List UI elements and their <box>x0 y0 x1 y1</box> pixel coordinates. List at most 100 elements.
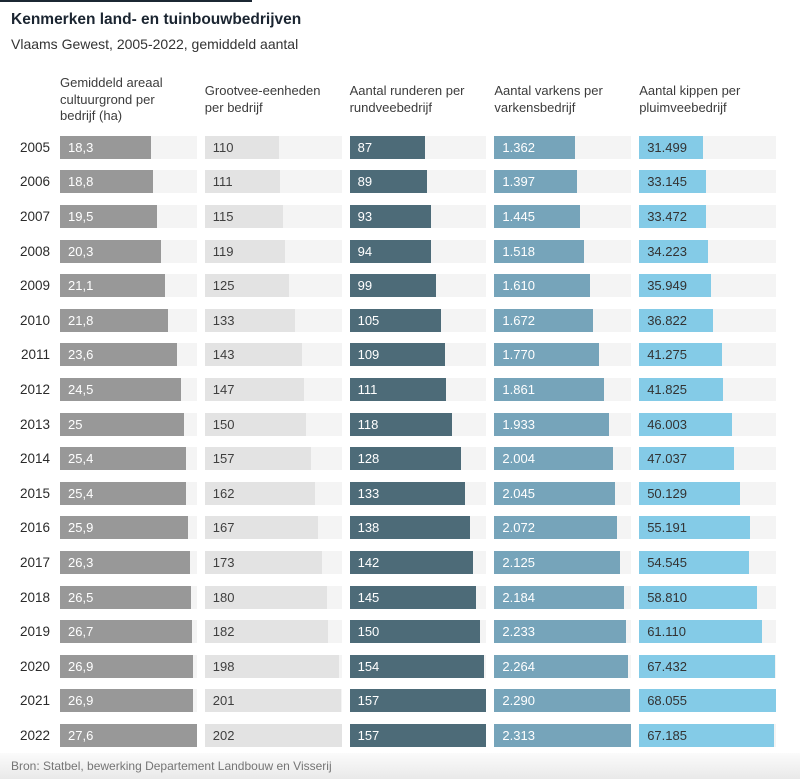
kippen-bar-track: 47.037 <box>639 447 776 471</box>
varkens-bar-value: 2.264 <box>502 658 535 674</box>
top-rule <box>0 0 252 3</box>
areaal-bar: 27,6 <box>60 723 197 747</box>
grootvee-bar-track: 147 <box>204 377 342 401</box>
areaal-bar-value: 18,8 <box>68 174 94 190</box>
varkens-bar-value: 1.610 <box>502 278 535 294</box>
chart-row: 2020 26,9 198 154 2.264 67.432 <box>0 649 800 684</box>
grootvee-bar: 125 <box>204 274 290 298</box>
varkens-bar-track: 2.125 <box>494 550 632 574</box>
chart-row: 2021 26,9 201 157 2.290 68.055 <box>0 684 800 719</box>
kippen-bar-value: 61.110 <box>647 624 686 640</box>
areaal-bar-value: 23,6 <box>68 347 94 363</box>
kippen-bar-value: 33.145 <box>647 174 687 190</box>
runderen-bar-value: 111 <box>357 381 378 397</box>
chart-row: 2017 26,3 173 142 2.125 54.545 <box>0 545 800 580</box>
areaal-bar-value: 20,3 <box>68 243 94 259</box>
areaal-bar-track: 18,8 <box>60 170 197 194</box>
areaal-bar-track: 18,3 <box>60 135 197 159</box>
year-label: 2015 <box>19 485 50 501</box>
grootvee-bar: 201 <box>204 689 341 713</box>
grootvee-bar-track: 202 <box>204 723 342 747</box>
grootvee-bar: 119 <box>204 239 286 263</box>
kippen-bar-value: 67.185 <box>647 727 687 743</box>
areaal-bar: 26,7 <box>60 620 193 644</box>
grootvee-bar-track: 182 <box>204 620 342 644</box>
runderen-bar-value: 145 <box>357 589 380 605</box>
chart-row: 2013 25 150 118 1.933 46.003 <box>0 407 800 442</box>
kippen-bar: 50.129 <box>639 481 740 505</box>
kippen-bar-value: 31.499 <box>647 139 687 155</box>
grootvee-bar-value: 162 <box>212 485 235 501</box>
kippen-bar-value: 67.432 <box>647 658 687 674</box>
kippen-bar-value: 41.825 <box>647 381 687 397</box>
areaal-bar-value: 25,4 <box>68 451 94 467</box>
areaal-bar-track: 19,5 <box>60 204 197 228</box>
grootvee-bar: 180 <box>204 585 327 609</box>
varkens-bar-track: 1.933 <box>494 412 632 436</box>
varkens-bar-track: 1.770 <box>494 343 632 367</box>
kippen-bar: 36.822 <box>639 308 714 332</box>
areaal-bar-value: 26,9 <box>68 658 94 674</box>
grootvee-bar: 167 <box>204 516 318 540</box>
kippen-bar: 46.003 <box>639 412 732 436</box>
grootvee-bar-value: 201 <box>212 693 235 709</box>
chart-row: 2007 19,5 115 93 1.445 33.472 <box>0 199 800 234</box>
grootvee-bar-track: 110 <box>204 135 342 159</box>
varkens-bar-track: 1.672 <box>494 308 632 332</box>
runderen-bar-track: 94 <box>349 239 487 263</box>
areaal-bar-value: 26,9 <box>68 693 94 709</box>
year-label: 2010 <box>19 312 50 328</box>
chart-row: 2009 21,1 125 99 1.610 35.949 <box>0 268 800 303</box>
grootvee-bar: 150 <box>204 412 307 436</box>
areaal-bar: 18,8 <box>60 170 154 194</box>
kippen-bar-track: 35.949 <box>639 274 776 298</box>
runderen-bar: 89 <box>349 170 428 194</box>
areaal-bar-track: 25,9 <box>60 516 197 540</box>
varkens-bar: 1.445 <box>494 204 580 228</box>
varkens-bar-value: 2.290 <box>502 693 535 709</box>
kippen-bar: 58.810 <box>639 585 758 609</box>
runderen-bar: 128 <box>349 447 462 471</box>
runderen-bar: 99 <box>349 274 436 298</box>
grootvee-bar-track: 111 <box>204 170 342 194</box>
varkens-bar-value: 2.125 <box>502 554 535 570</box>
varkens-bar: 1.362 <box>494 135 575 159</box>
grootvee-bar-track: 167 <box>204 516 342 540</box>
runderen-bar-value: 89 <box>357 174 373 190</box>
chart-header: Kenmerken land- en tuinbouwbedrijven Vla… <box>0 2 800 53</box>
runderen-bar-track: 93 <box>349 204 487 228</box>
areaal-bar-track: 25,4 <box>60 447 197 471</box>
runderen-bar-track: 142 <box>349 550 487 574</box>
grootvee-bar-value: 182 <box>212 624 235 640</box>
grootvee-bar: 147 <box>204 377 305 401</box>
grootvee-bar-track: 173 <box>204 550 342 574</box>
runderen-bar-track: 150 <box>349 620 487 644</box>
varkens-bar-value: 2.045 <box>502 485 535 501</box>
areaal-bar-value: 25,4 <box>68 485 94 501</box>
grootvee-bar-value: 167 <box>212 520 235 536</box>
year-label: 2021 <box>19 693 50 709</box>
grootvee-bar: 202 <box>204 723 342 747</box>
varkens-bar-value: 1.770 <box>502 347 535 363</box>
year-label: 2018 <box>19 589 50 605</box>
varkens-bar-value: 1.672 <box>502 312 535 328</box>
varkens-bar-track: 1.445 <box>494 204 632 228</box>
grootvee-bar-track: 157 <box>204 447 342 471</box>
varkens-bar-track: 2.290 <box>494 689 632 713</box>
varkens-bar-track: 1.397 <box>494 170 632 194</box>
varkens-bar: 2.313 <box>494 723 632 747</box>
areaal-bar: 25,4 <box>60 447 186 471</box>
areaal-bar-value: 26,7 <box>68 624 94 640</box>
kippen-bar: 47.037 <box>639 447 734 471</box>
kippen-bar-track: 36.822 <box>639 308 776 332</box>
runderen-bar: 145 <box>349 585 476 609</box>
runderen-bar-track: 89 <box>349 170 487 194</box>
areaal-bar: 20,3 <box>60 239 161 263</box>
grootvee-bar-value: 125 <box>212 278 235 294</box>
year-label: 2013 <box>19 416 50 432</box>
runderen-bar: 111 <box>349 377 447 401</box>
source-footer: Bron: Statbel, bewerking Departement Lan… <box>0 752 800 779</box>
grootvee-bar-track: 143 <box>204 343 342 367</box>
runderen-bar-value: 128 <box>357 451 380 467</box>
kippen-bar-track: 41.275 <box>639 343 776 367</box>
